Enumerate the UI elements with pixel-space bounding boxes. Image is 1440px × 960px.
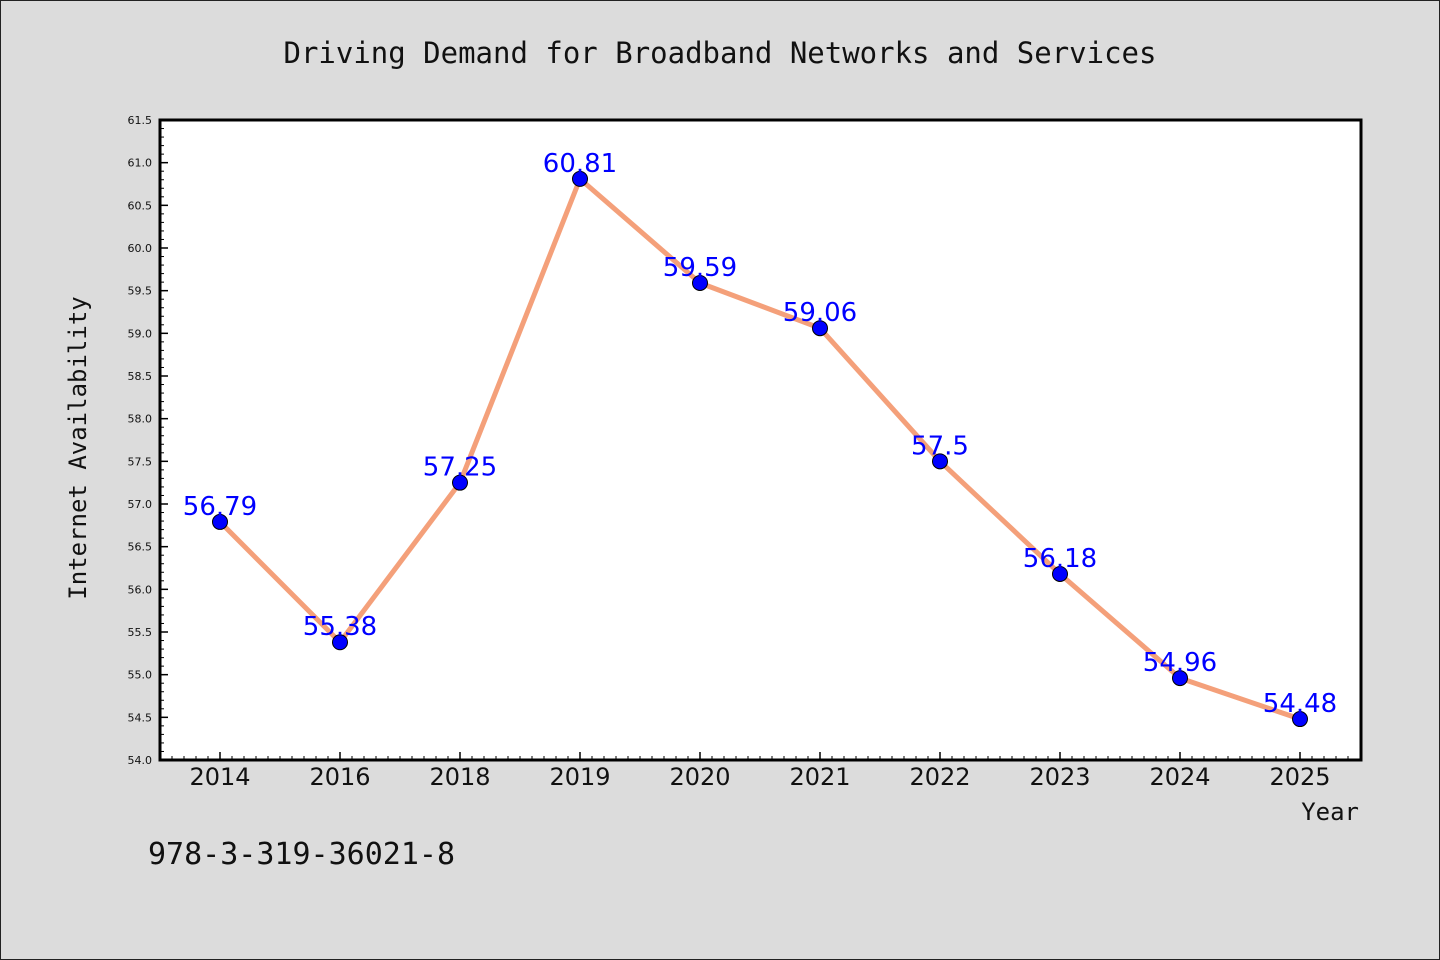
data-label: 54.96 [1143, 648, 1217, 678]
y-tick-label: 55.0 [128, 669, 153, 682]
x-axis-label: Year [1301, 798, 1359, 826]
y-tick-label: 59.5 [128, 285, 153, 298]
data-point [1052, 565, 1068, 582]
y-tick-label: 60.5 [128, 199, 153, 212]
data-point [812, 320, 828, 337]
x-tick-label: 2020 [669, 763, 730, 791]
x-tick-label: 2021 [789, 763, 850, 791]
y-tick-label: 58.0 [128, 413, 153, 426]
x-tick-label: 2024 [1149, 763, 1210, 791]
x-axis: 2014 2016 2018 2019 2020 2021 2022 2023 2024 2025 [171, 752, 1361, 791]
x-tick-label: 2019 [549, 763, 610, 791]
x-tick-label: 2014 [189, 763, 250, 791]
x-tick-label: 2016 [309, 763, 370, 791]
data-point [1172, 670, 1188, 687]
data-point [452, 474, 468, 491]
x-tick-label: 2025 [1269, 763, 1330, 791]
y-tick-label: 60.0 [128, 242, 153, 255]
data-labels: 56.79 55.38 57.25 60.81 59.59 59.06 57.5 56.18 5… [183, 149, 1337, 719]
y-tick-label: 58.5 [128, 370, 153, 383]
y-tick-label: 55.5 [128, 626, 153, 639]
data-label: 56.79 [183, 492, 257, 522]
y-axis: 54.0 54.5 55.0 55.5 56.0 56.5 57.0 57.5 58.0 58.5… [128, 114, 168, 767]
x-tick-label: 2023 [1029, 763, 1090, 791]
data-label: 59.59 [663, 253, 737, 283]
data-point [692, 274, 708, 291]
data-label: 54.48 [1263, 689, 1337, 719]
data-label: 55.38 [303, 612, 377, 642]
y-tick-label: 54.0 [128, 754, 153, 767]
y-tick-label: 57.0 [128, 498, 153, 511]
data-point [332, 634, 348, 651]
y-tick-label: 56.0 [128, 583, 153, 596]
data-label: 57.25 [423, 453, 497, 483]
data-markers [212, 170, 1308, 728]
data-point [1292, 711, 1308, 728]
data-label: 57.5 [911, 431, 969, 461]
data-label: 56.18 [1023, 544, 1097, 574]
plot-area [158, 118, 1363, 762]
y-tick-label: 57.5 [128, 455, 153, 468]
y-tick-label: 56.5 [128, 541, 153, 554]
y-tick-label: 61.5 [128, 114, 153, 127]
y-tick-label: 54.5 [128, 711, 153, 724]
isbn-footnote: 978-3-319-36021-8 [148, 837, 455, 872]
data-label: 59.06 [783, 298, 857, 328]
data-point [572, 170, 588, 187]
data-point [932, 453, 948, 470]
data-label: 60.81 [543, 149, 617, 179]
x-tick-label: 2018 [429, 763, 490, 791]
series-line [218, 176, 1301, 722]
chart-title: Driving Demand for Broadband Networks an… [284, 36, 1157, 70]
x-tick-label: 2022 [909, 763, 970, 791]
y-axis-label: Internet Availability [64, 296, 92, 599]
y-tick-label: 61.0 [128, 157, 153, 170]
y-tick-label: 59.0 [128, 327, 153, 340]
data-point [212, 513, 228, 530]
